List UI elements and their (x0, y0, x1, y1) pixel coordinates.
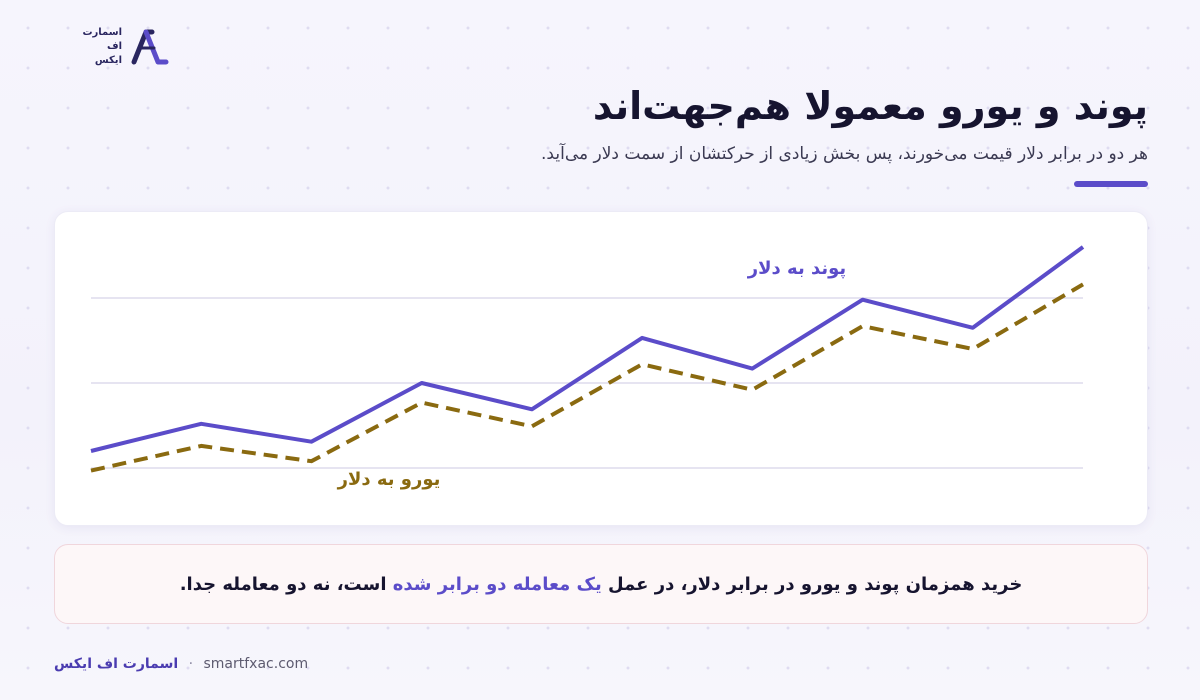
series-eur-usd-label: یورو به دلار (337, 469, 441, 490)
logo-line-2: اف (106, 41, 122, 52)
page-title: پوند و یورو معمولا هم‌جهت‌اند (592, 84, 1148, 128)
line-chart: پوند به دلار یورو به دلار (90, 245, 1085, 490)
logo-wordmark: اسمارت اف ایکس (74, 26, 122, 68)
footer-separator: · (188, 656, 194, 672)
brand-logo[interactable]: اسمارت اف ایکس (74, 24, 174, 72)
title-accent-bar (1074, 181, 1148, 187)
footer: اسمارت اف ایکس · smartfxac.com (54, 656, 308, 672)
logo-line-1: اسمارت (82, 27, 122, 38)
callout-text-start: خرید همزمان پوند و یورو در برابر دلار، د… (608, 573, 1023, 595)
footer-brand-name: اسمارت اف ایکس (54, 656, 179, 672)
logo-mark-icon (131, 29, 169, 65)
series-gbp-usd-label: پوند به دلار (747, 258, 846, 279)
series-eur-usd-line (90, 282, 1085, 473)
page-subtitle: هر دو در برابر دلار قیمت می‌خورند، پس بخ… (541, 144, 1148, 164)
logo-line-3: ایکس (94, 55, 122, 66)
insight-callout: خرید همزمان پوند و یورو در برابر دلار، د… (54, 544, 1148, 624)
series-gbp-usd-line (90, 245, 1085, 453)
chart-gridlines (91, 297, 1083, 469)
chart-card: پوند به دلار یورو به دلار (54, 211, 1148, 526)
footer-url-link[interactable]: smartfxac.com (203, 656, 309, 672)
callout-highlight: یک معامله دو برابر شده (392, 573, 602, 595)
callout-text-end: است، نه دو معامله جدا. (179, 573, 387, 595)
